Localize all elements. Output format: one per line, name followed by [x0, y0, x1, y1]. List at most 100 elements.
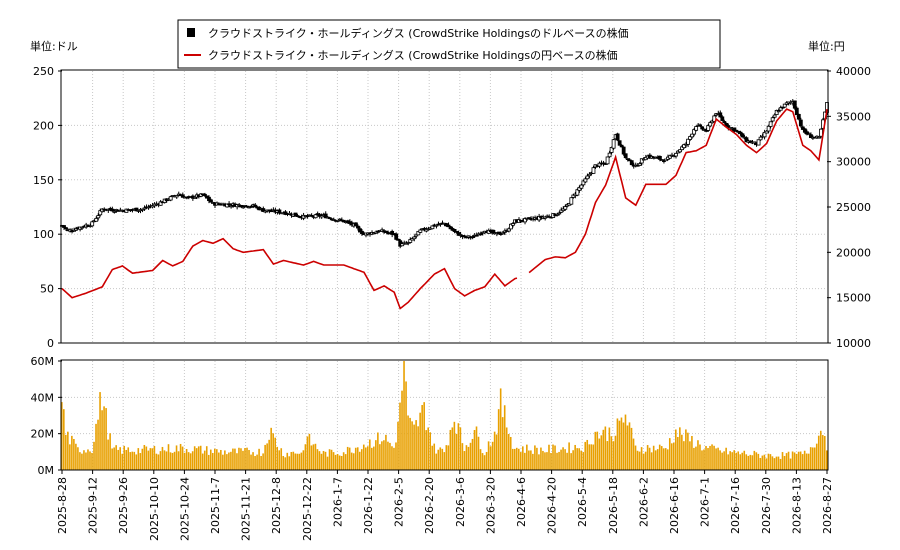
volume-bar [220, 449, 222, 470]
volume-bar [350, 452, 353, 470]
volume-bar [330, 449, 333, 470]
candle-body [537, 216, 542, 221]
volume-bar [306, 436, 309, 470]
volume-bar [777, 456, 780, 470]
volume-bar [125, 449, 128, 470]
volume-bar [664, 448, 667, 470]
candle-body [734, 129, 739, 132]
volume-bar [707, 448, 709, 470]
candle-body [180, 194, 185, 198]
volume-bar [513, 448, 516, 470]
date-tick-label: 2026-8-13 [790, 477, 803, 534]
volume-bar [218, 452, 220, 470]
volume-bar [193, 446, 196, 470]
candle-body [579, 184, 584, 189]
volume-bar [238, 447, 240, 470]
candle-body [509, 223, 513, 230]
volume-bar [723, 451, 725, 470]
candle-body [168, 196, 173, 201]
candle-body [804, 131, 809, 135]
volume-bar [155, 453, 158, 470]
volume-bar [463, 451, 466, 470]
candle-body [203, 193, 207, 197]
volume-bar [427, 427, 429, 470]
date-tick-label: 2025-12-22 [301, 477, 314, 541]
date-tick-label: 2026-2-5 [393, 477, 406, 527]
volume-bar [634, 445, 637, 470]
volume-bar [129, 452, 132, 470]
candle-body [678, 149, 682, 153]
volume-bar [254, 456, 256, 470]
date-tick-label: 2026-5-4 [576, 477, 589, 527]
candle-body [404, 242, 409, 245]
volume-bar [294, 453, 297, 470]
volume-bar [787, 451, 790, 470]
volume-bar [622, 422, 625, 470]
candle-body [396, 238, 401, 241]
candle-body [253, 204, 258, 208]
volume-bar [509, 436, 512, 470]
candle-body [758, 136, 763, 141]
volume-bar [171, 452, 174, 470]
candle-body [768, 121, 773, 127]
candle-body [192, 196, 197, 199]
candle-body [341, 219, 346, 223]
candle-body [597, 162, 602, 167]
candle-body [740, 133, 745, 138]
volume-bar [536, 447, 538, 470]
candle-body [686, 138, 690, 145]
volume-bar [211, 452, 214, 470]
volume-bar [413, 424, 415, 470]
volume-bar [252, 452, 254, 470]
volume-bar [127, 447, 130, 470]
volume-bar [447, 445, 450, 470]
volume-bar [334, 454, 337, 470]
volume-bar [391, 446, 393, 470]
volume-bar [580, 450, 582, 470]
volume-bar [532, 453, 534, 470]
candle-body [571, 194, 576, 198]
volume-bar [117, 449, 119, 470]
volume-bar [133, 451, 136, 470]
volume-bar [691, 436, 693, 470]
candle-body [261, 208, 266, 212]
volume-bar [771, 456, 774, 470]
volume-bar [403, 361, 405, 470]
volume-bar [526, 444, 528, 470]
volume-bar [489, 446, 492, 470]
volume-bar [161, 446, 164, 470]
volume-bar [209, 449, 212, 470]
volume-bar [803, 450, 806, 470]
volume-bar [515, 447, 518, 470]
volume-bar [288, 456, 291, 470]
candle-body [806, 133, 811, 136]
volume-bar [501, 417, 504, 470]
candle-body [424, 228, 429, 232]
volume-bar [481, 453, 484, 470]
volume-bar [524, 452, 526, 470]
volume-bar [439, 447, 442, 470]
candle-body [756, 139, 761, 146]
volume-bar [656, 449, 659, 470]
volume-bar [550, 452, 552, 470]
right-unit-label: 単位:円 [808, 39, 845, 53]
volume-bar [201, 453, 204, 470]
volume-bar [139, 453, 142, 470]
candle-body [209, 199, 213, 203]
candle-body [64, 227, 68, 230]
candle-body [408, 239, 413, 243]
volume-bar [268, 439, 270, 470]
volume-bar [75, 443, 77, 470]
volume-bar [364, 447, 367, 470]
volume-bar [735, 452, 738, 470]
volume-bar [407, 415, 409, 470]
candle-body [207, 196, 211, 202]
candle-body [555, 213, 560, 216]
candle-body [720, 116, 725, 121]
candle-body [623, 153, 628, 159]
volume-bar [695, 446, 697, 470]
candle-body [587, 173, 592, 177]
volume-bar [813, 447, 816, 470]
candle-body [412, 236, 417, 240]
volume-bar [99, 392, 101, 470]
